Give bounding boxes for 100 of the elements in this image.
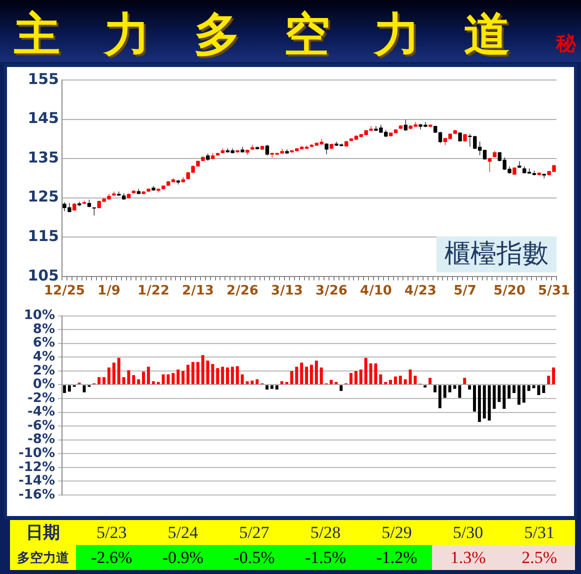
y-tick-label: 125 [28, 188, 59, 206]
bar [98, 377, 101, 384]
x-tick-label: 2/13 [182, 284, 214, 299]
y-tick-label: -12% [18, 460, 55, 475]
bar [230, 366, 234, 384]
bar [364, 358, 368, 384]
bar [300, 362, 304, 384]
x-tick-label: 5/7 [454, 284, 476, 299]
category-label: 5/24 [147, 520, 219, 545]
bar [482, 385, 486, 418]
bar [186, 364, 190, 384]
bar [433, 385, 436, 392]
category-label: 5/30 [432, 520, 504, 545]
y-tick-label: 145 [28, 109, 59, 128]
bar [117, 358, 120, 384]
bar [62, 385, 66, 393]
bar [146, 366, 150, 384]
data-label: -1.2% [361, 545, 432, 570]
bar [314, 360, 318, 384]
bar [102, 377, 106, 384]
x-tick-label: 5/20 [494, 284, 526, 299]
bar [107, 367, 110, 384]
bar [250, 380, 254, 384]
bar [517, 385, 520, 405]
x-tick-label: 1/22 [138, 284, 170, 299]
bar [340, 385, 343, 391]
bar [295, 366, 298, 384]
bar [275, 385, 278, 390]
y-tick-label: -16% [18, 487, 55, 502]
bar [552, 367, 556, 384]
category-label: 5/28 [290, 520, 362, 545]
y-tick-label: 6% [32, 336, 55, 351]
bar [463, 378, 466, 384]
bar [127, 370, 130, 384]
bar [394, 376, 397, 384]
bar [542, 385, 546, 393]
bar [488, 385, 491, 421]
bar [182, 370, 185, 384]
annotation: 櫃檯指數 [444, 239, 548, 270]
bar [374, 363, 378, 384]
y-tick-label: 2% [32, 363, 55, 378]
bar [305, 366, 308, 384]
category-label: 5/27 [218, 520, 290, 545]
x-tick-label: 1/9 [98, 284, 120, 299]
y-tick-label: -10% [18, 446, 55, 462]
x-tick-label: 3/13 [271, 284, 303, 299]
bar [240, 374, 244, 384]
y-tick-label: 4% [32, 350, 55, 365]
y-tick-label: -4% [28, 404, 55, 420]
bar [350, 373, 352, 384]
bar [176, 370, 180, 384]
data-label: -0.5% [218, 545, 290, 570]
bar [512, 385, 516, 393]
bar [468, 385, 472, 390]
bar [508, 385, 511, 399]
x-tick-label: 4/10 [360, 284, 392, 299]
bar [473, 385, 476, 412]
bar [142, 372, 145, 384]
bar [502, 385, 506, 409]
y-tick-label: 0% [32, 377, 55, 392]
x-tick-label: 2/26 [226, 284, 258, 299]
data-label: -0.9% [147, 545, 219, 570]
bar [256, 379, 259, 384]
series-label: 多空力道 [10, 545, 76, 570]
bar [320, 367, 323, 384]
bar [172, 373, 175, 384]
bar [428, 378, 432, 384]
bar [438, 385, 442, 408]
bar [527, 385, 530, 391]
text: 日期 [10, 520, 76, 545]
y-tick-label: -8% [28, 432, 55, 448]
bar [498, 385, 501, 402]
data-label: -2.6% [76, 545, 148, 570]
bar [270, 385, 274, 389]
bar [379, 374, 382, 384]
y-tick-label: -6% [28, 418, 55, 434]
bar [478, 385, 481, 422]
candlestick [285, 149, 289, 154]
bar [310, 364, 313, 384]
y-tick-label: 135 [28, 148, 59, 166]
data-label: -1.5% [290, 545, 362, 570]
bar [211, 364, 214, 384]
bar [458, 385, 462, 398]
bar [266, 385, 268, 390]
bar [389, 380, 392, 384]
category-label: 5/23 [76, 520, 148, 545]
bar [196, 362, 200, 384]
data-label: 2.5% [504, 545, 575, 570]
y-tick-label: 8% [32, 322, 55, 337]
bar [226, 367, 229, 384]
y-tick-label: -2% [28, 390, 55, 406]
bar [236, 366, 239, 384]
data-label: 1.3% [432, 545, 504, 570]
bar [68, 385, 71, 392]
bar [547, 376, 550, 384]
category-label: 5/29 [361, 520, 432, 545]
y-tick-label: 10% [24, 308, 55, 324]
bar [404, 379, 407, 384]
bar [443, 385, 446, 398]
bar [132, 375, 136, 384]
